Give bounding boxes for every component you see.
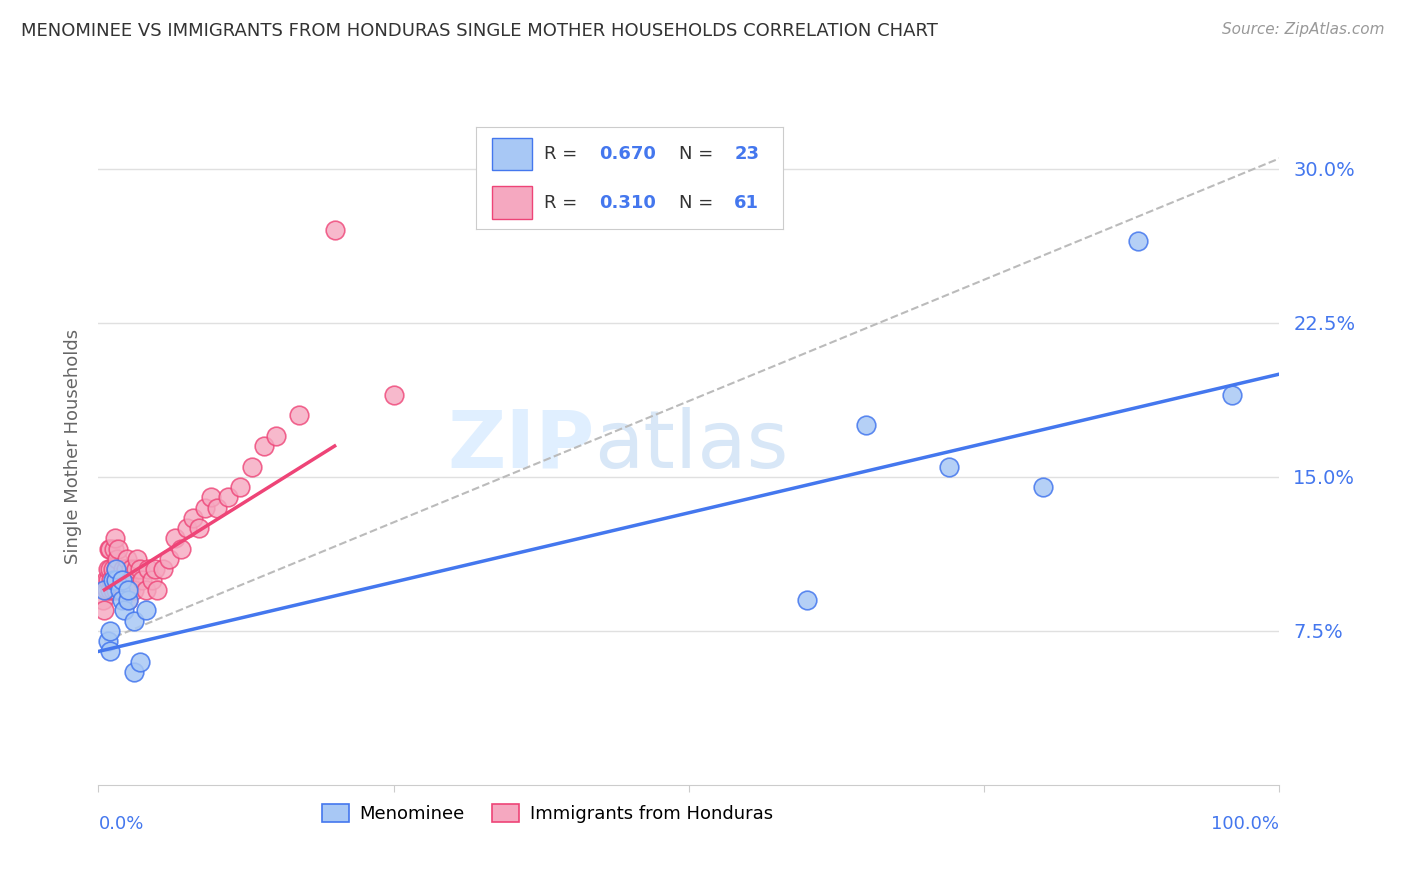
Text: Source: ZipAtlas.com: Source: ZipAtlas.com — [1222, 22, 1385, 37]
Point — [114, 562, 136, 576]
Point — [127, 552, 149, 566]
Point — [98, 562, 121, 576]
Point — [98, 644, 121, 658]
Point — [136, 562, 159, 576]
Point — [288, 408, 311, 422]
Point — [98, 624, 121, 638]
Y-axis label: Single Mother Households: Single Mother Households — [63, 328, 82, 564]
Point — [121, 562, 143, 576]
Point — [855, 418, 877, 433]
Point — [98, 541, 121, 556]
Point — [181, 511, 204, 525]
Point — [122, 582, 145, 597]
Point — [101, 573, 124, 587]
Point — [111, 582, 134, 597]
Point — [938, 459, 960, 474]
Point — [135, 582, 157, 597]
Point — [240, 459, 263, 474]
Point — [217, 491, 239, 505]
Point — [93, 603, 115, 617]
Point — [194, 500, 217, 515]
Point — [107, 541, 129, 556]
Point — [97, 562, 120, 576]
Point — [120, 582, 142, 597]
Point — [122, 614, 145, 628]
Point — [96, 582, 118, 597]
Point — [112, 562, 135, 576]
Point — [91, 593, 114, 607]
Point — [135, 603, 157, 617]
Point — [110, 582, 132, 597]
Point — [1032, 480, 1054, 494]
Point — [141, 573, 163, 587]
Point — [200, 491, 222, 505]
Point — [112, 603, 135, 617]
Point — [101, 582, 124, 597]
Point — [122, 573, 145, 587]
Point — [1126, 234, 1149, 248]
Point — [170, 541, 193, 556]
Text: 0.0%: 0.0% — [98, 815, 143, 833]
Point — [100, 573, 122, 587]
Point — [117, 593, 139, 607]
Point — [128, 562, 150, 576]
Point — [146, 582, 169, 597]
Point — [253, 439, 276, 453]
Point — [93, 582, 115, 597]
Point — [111, 573, 134, 587]
Point — [125, 562, 148, 576]
Point — [117, 582, 139, 597]
Point — [103, 541, 125, 556]
Point — [98, 582, 121, 597]
Point — [117, 593, 139, 607]
Text: atlas: atlas — [595, 407, 789, 485]
Point — [122, 665, 145, 679]
Point — [264, 428, 287, 442]
Point — [143, 562, 166, 576]
Point — [165, 532, 187, 546]
Point — [94, 573, 117, 587]
Point — [112, 582, 135, 597]
Point — [111, 593, 134, 607]
Point — [97, 634, 120, 648]
Point — [157, 552, 180, 566]
Point — [128, 655, 150, 669]
Point — [796, 593, 818, 607]
Point — [229, 480, 252, 494]
Point — [105, 582, 128, 597]
Point — [108, 573, 131, 587]
Point — [176, 521, 198, 535]
Point — [205, 500, 228, 515]
Legend: Menominee, Immigrants from Honduras: Menominee, Immigrants from Honduras — [315, 797, 780, 830]
Point — [115, 552, 138, 566]
Point — [105, 562, 128, 576]
Text: MENOMINEE VS IMMIGRANTS FROM HONDURAS SINGLE MOTHER HOUSEHOLDS CORRELATION CHART: MENOMINEE VS IMMIGRANTS FROM HONDURAS SI… — [21, 22, 938, 40]
Point — [323, 223, 346, 237]
Point — [152, 562, 174, 576]
Point — [105, 562, 128, 576]
Point — [111, 573, 134, 587]
Point — [118, 573, 141, 587]
Point — [104, 532, 127, 546]
Text: ZIP: ZIP — [447, 407, 595, 485]
Point — [382, 387, 405, 401]
Point — [101, 562, 124, 576]
Point — [187, 521, 209, 535]
Point — [112, 573, 135, 587]
Point — [108, 582, 131, 597]
Point — [1220, 387, 1243, 401]
Point — [131, 573, 153, 587]
Point — [98, 541, 121, 556]
Text: 100.0%: 100.0% — [1212, 815, 1279, 833]
Point — [105, 552, 128, 566]
Point — [97, 573, 120, 587]
Point — [105, 573, 128, 587]
